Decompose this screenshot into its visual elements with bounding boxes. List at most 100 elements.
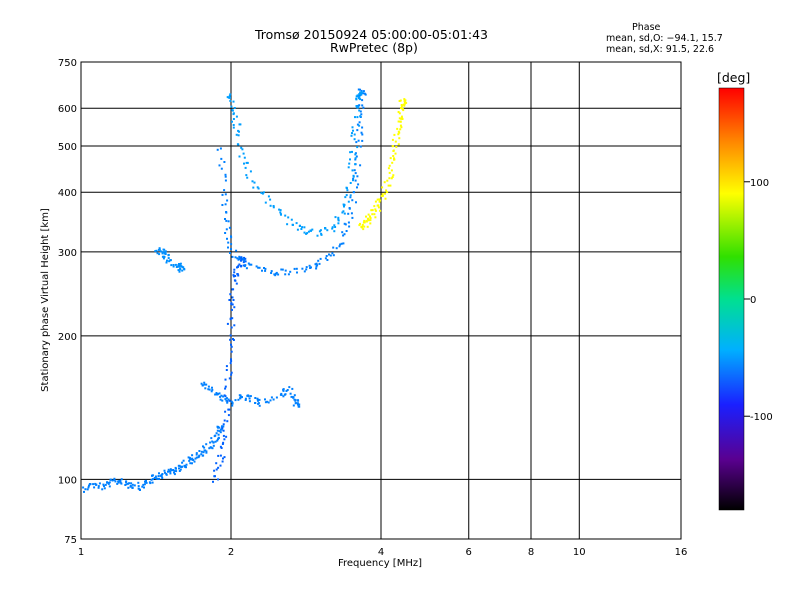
data-point (257, 402, 260, 405)
data-point (358, 109, 361, 112)
data-point (252, 186, 255, 189)
data-point (210, 390, 213, 393)
x-tick-label: 8 (528, 547, 534, 558)
data-point (335, 247, 338, 250)
data-point (241, 396, 243, 399)
data-point (262, 191, 265, 194)
data-point (216, 439, 219, 442)
y-tick-label: 400 (58, 188, 77, 199)
data-point (221, 443, 224, 445)
data-point (228, 94, 231, 97)
data-point (240, 259, 242, 262)
data-point (228, 399, 231, 402)
data-point (238, 130, 240, 133)
data-point (365, 220, 368, 223)
data-point (223, 438, 226, 441)
data-point (393, 157, 395, 160)
data-point (117, 481, 120, 484)
data-point (343, 233, 346, 236)
data-point (319, 229, 322, 232)
data-point (169, 470, 171, 473)
data-point (369, 215, 371, 218)
data-point (264, 398, 266, 401)
data-point (391, 138, 394, 141)
data-point (357, 88, 360, 91)
data-point (337, 222, 340, 225)
data-point (353, 133, 356, 136)
data-point (161, 252, 164, 255)
data-point (127, 482, 129, 485)
data-point (178, 263, 180, 265)
data-point (83, 490, 85, 493)
data-point (305, 232, 308, 235)
data-point (362, 228, 365, 231)
data-point (378, 198, 381, 201)
data-point (380, 195, 383, 197)
data-point (397, 143, 400, 146)
data-point (377, 206, 380, 209)
data-point (284, 214, 287, 217)
data-point (231, 109, 234, 112)
data-point (218, 426, 221, 429)
data-point (84, 488, 87, 491)
grid (81, 62, 681, 539)
data-point (156, 252, 159, 255)
data-point (286, 223, 289, 226)
data-point (222, 457, 224, 460)
data-point (378, 200, 381, 203)
data-point (403, 98, 406, 101)
data-point (188, 459, 191, 462)
data-point (215, 432, 218, 435)
data-point (354, 179, 357, 182)
data-point (355, 201, 357, 204)
data-point (359, 222, 361, 225)
data-point (354, 152, 357, 155)
data-point (356, 129, 359, 132)
data-point (344, 223, 347, 226)
plot-frame (80, 61, 682, 540)
data-point (341, 231, 344, 234)
data-point (295, 222, 298, 225)
data-point (282, 389, 285, 392)
data-point (119, 480, 122, 482)
data-point (131, 483, 134, 486)
data-point (296, 402, 299, 405)
data-point (381, 193, 384, 196)
y-tick-label: 750 (58, 58, 77, 69)
data-point (221, 193, 224, 196)
data-point (258, 398, 261, 401)
data-point (214, 440, 217, 443)
data-point (387, 184, 390, 187)
data-point (345, 194, 348, 197)
data-point (230, 358, 232, 361)
data-point (235, 133, 238, 136)
data-point (211, 386, 213, 389)
data-point (362, 106, 365, 109)
data-point (237, 143, 240, 146)
data-point (226, 237, 228, 240)
data-point (225, 435, 228, 438)
data-point (221, 427, 224, 429)
data-point (175, 470, 178, 473)
data-point (397, 120, 400, 123)
data-point (269, 399, 272, 402)
data-point (245, 174, 248, 177)
y-tick-label: 600 (58, 104, 77, 115)
data-point (224, 387, 227, 390)
data-point (179, 268, 182, 271)
data-point (299, 224, 301, 227)
data-point (224, 410, 227, 413)
y-tick-label: 500 (58, 142, 77, 153)
data-point (205, 451, 208, 454)
data-point (163, 469, 166, 472)
data-point (315, 262, 318, 265)
data-point (216, 393, 219, 395)
data-point (217, 438, 219, 441)
data-point (326, 229, 329, 232)
data-point (395, 145, 398, 148)
data-point (334, 216, 337, 219)
data-point (226, 401, 229, 404)
data-point (324, 227, 326, 229)
data-point (289, 392, 292, 395)
data-point (255, 265, 258, 268)
